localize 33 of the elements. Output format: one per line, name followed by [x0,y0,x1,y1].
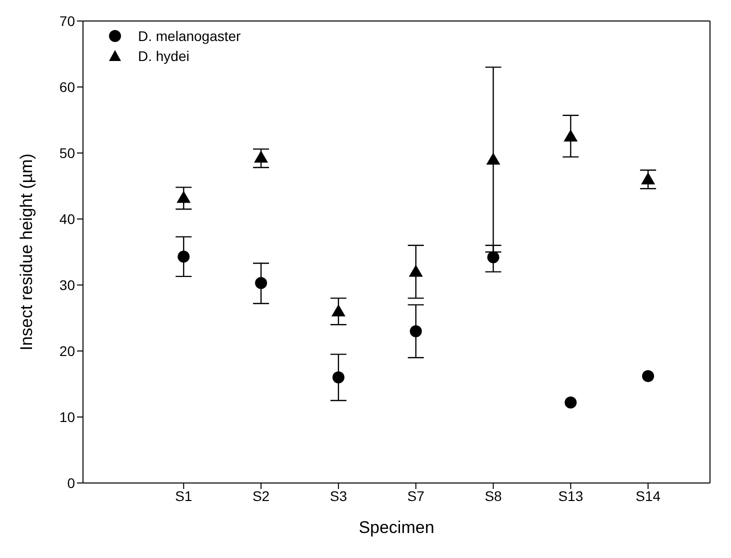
x-tick-label: S13 [558,488,584,504]
x-tick-label: S3 [330,488,348,504]
point [641,172,656,184]
point [564,396,577,408]
point [408,264,423,277]
y-tick-label: 50 [59,144,76,161]
x-axis-title: Specimen [358,518,434,537]
point [331,304,346,316]
point [178,250,190,263]
point [254,150,268,163]
legend-label: D. melanogaster [138,28,241,44]
point [332,371,344,384]
point [486,152,500,165]
x-tick-label: S2 [252,488,270,504]
point [410,325,422,338]
y-tick-label: 30 [59,276,76,293]
y-tick-label: 0 [67,474,76,491]
x-tick-label: S7 [407,488,425,504]
point [487,251,500,264]
point [176,190,191,203]
y-tick-label: 20 [59,342,76,359]
y-axis-title: Insect residue height (µm) [17,154,36,350]
y-tick-label: 40 [59,210,76,227]
legend-label: D. hydei [138,48,190,64]
point [255,277,268,290]
y-tick-label: 60 [59,78,76,95]
y-tick-label: 70 [59,12,76,29]
point [564,130,578,142]
x-tick-label: S8 [484,488,502,504]
x-tick-label: S14 [636,488,661,504]
point [642,370,654,382]
y-tick-label: 10 [59,408,76,425]
x-tick-label: S1 [175,488,192,504]
